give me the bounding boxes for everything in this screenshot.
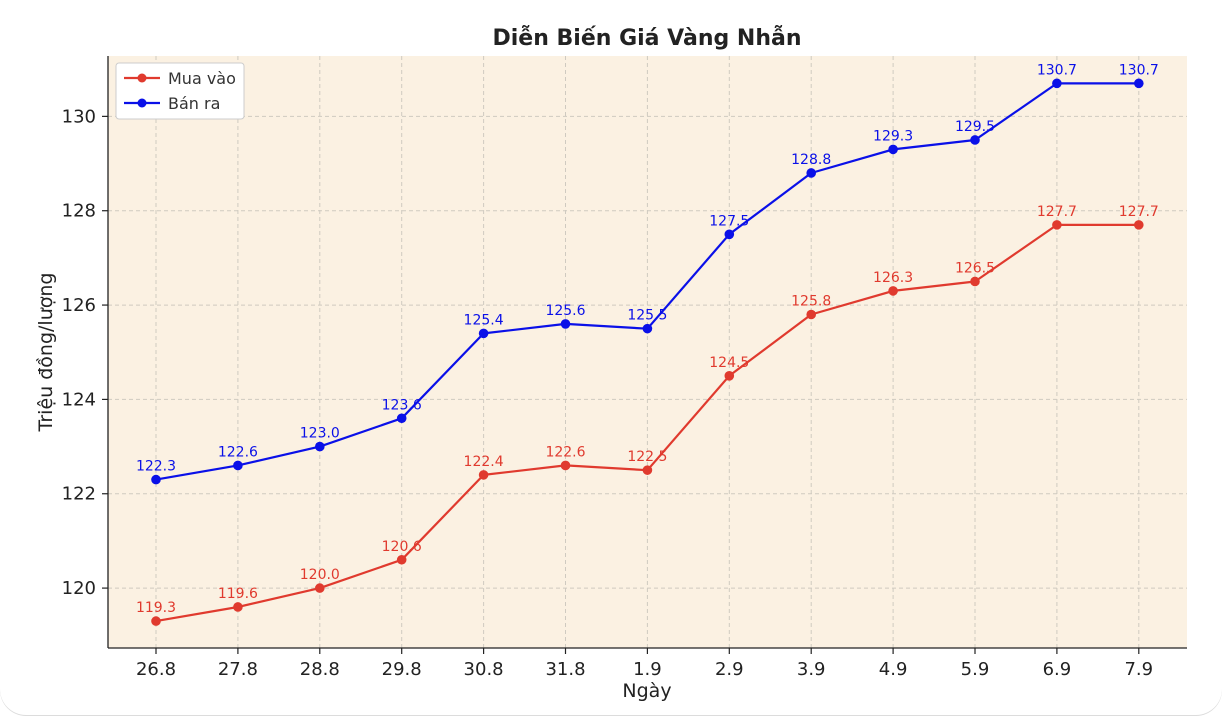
data-label-ban-ra: 130.7 bbox=[1119, 62, 1159, 78]
x-axis-ticks: 26.8 27.8 28.8 29.8 30.8 31.8 1.9 2.9 3.9 4.9 5.9 6… bbox=[136, 648, 1153, 680]
y-tick-label: 126 bbox=[62, 295, 96, 316]
data-label-mua-vao: 127.7 bbox=[1037, 204, 1077, 220]
x-tick-label: 31.8 bbox=[545, 659, 585, 680]
x-tick-label: 26.8 bbox=[136, 659, 176, 680]
data-point-mua-vao bbox=[888, 286, 898, 296]
data-point-mua-vao bbox=[233, 602, 243, 612]
data-label-ban-ra: 122.6 bbox=[218, 444, 258, 460]
data-label-mua-vao: 126.5 bbox=[955, 260, 995, 276]
data-point-ban-ra bbox=[1052, 78, 1062, 89]
data-point-ban-ra bbox=[888, 144, 898, 155]
data-label-mua-vao: 119.6 bbox=[218, 586, 258, 602]
x-tick-label: 5.9 bbox=[961, 659, 990, 680]
data-label-mua-vao: 122.4 bbox=[464, 454, 504, 470]
data-label-ban-ra: 128.8 bbox=[791, 152, 831, 168]
series-ban-ra: 122.3 122.6 123.0 123.6 125.4 125.6 125.5 127.5… bbox=[136, 62, 1159, 485]
y-axis-ticks: 120 122 124 126 128 130 bbox=[62, 106, 108, 599]
x-tick-label: 6.9 bbox=[1043, 659, 1072, 680]
data-point-mua-vao bbox=[151, 616, 161, 626]
chart-title: Diễn Biến Giá Vàng Nhẫn bbox=[492, 26, 801, 51]
data-point-ban-ra bbox=[233, 460, 243, 471]
data-label-ban-ra: 125.6 bbox=[545, 303, 585, 319]
data-label-ban-ra: 125.4 bbox=[464, 312, 504, 328]
x-tick-label: 29.8 bbox=[382, 659, 422, 680]
x-tick-label: 27.8 bbox=[218, 659, 258, 680]
data-label-mua-vao: 126.3 bbox=[873, 270, 913, 286]
legend-marker-ban-ra bbox=[137, 98, 147, 108]
data-point-mua-vao bbox=[478, 470, 489, 480]
y-tick-label: 120 bbox=[62, 578, 96, 599]
y-axis-label: Triệu đồng/lượng bbox=[35, 273, 57, 433]
data-point-ban-ra bbox=[315, 441, 325, 452]
series-mua-vao: 119.3 119.6 120.0 120.6 122.4 122.6 122.5 124.5… bbox=[136, 204, 1159, 626]
x-tick-label: 30.8 bbox=[464, 659, 504, 680]
data-label-mua-vao: 119.3 bbox=[136, 600, 176, 616]
data-label-mua-vao: 125.8 bbox=[791, 293, 831, 309]
x-tick-label: 28.8 bbox=[300, 659, 340, 680]
data-label-ban-ra: 123.6 bbox=[382, 397, 422, 413]
legend-label-ban-ra: Bán ra bbox=[168, 94, 220, 113]
data-label-ban-ra: 130.7 bbox=[1037, 62, 1077, 78]
x-axis-label: Ngày bbox=[622, 680, 671, 702]
legend-marker-mua-vao bbox=[137, 73, 147, 83]
x-tick-label: 4.9 bbox=[879, 659, 908, 680]
data-label-mua-vao: 122.5 bbox=[627, 449, 667, 465]
data-point-mua-vao bbox=[970, 276, 980, 287]
data-label-mua-vao: 127.7 bbox=[1119, 204, 1159, 220]
data-label-mua-vao: 122.6 bbox=[545, 444, 585, 460]
series-layer: 119.3 119.6 120.0 120.6 122.4 122.6 122.5 124.5… bbox=[136, 62, 1159, 626]
grid-lines bbox=[108, 56, 1187, 648]
data-point-ban-ra bbox=[642, 323, 653, 334]
data-label-mua-vao: 124.5 bbox=[709, 355, 749, 371]
data-label-mua-vao: 120.6 bbox=[382, 539, 422, 555]
data-point-mua-vao bbox=[642, 465, 653, 475]
data-point-ban-ra bbox=[724, 229, 735, 240]
data-point-ban-ra bbox=[970, 135, 980, 145]
x-tick-label: 3.9 bbox=[797, 659, 826, 680]
x-tick-label: 2.9 bbox=[715, 659, 744, 680]
data-point-ban-ra bbox=[1134, 78, 1144, 89]
data-point-mua-vao bbox=[315, 583, 325, 593]
data-point-ban-ra bbox=[478, 328, 489, 339]
data-point-mua-vao bbox=[806, 309, 816, 320]
x-tick-label: 7.9 bbox=[1124, 659, 1153, 680]
data-point-mua-vao bbox=[724, 371, 735, 381]
data-label-ban-ra: 122.3 bbox=[136, 459, 176, 475]
data-point-mua-vao bbox=[396, 554, 407, 565]
data-label-mua-vao: 120.0 bbox=[300, 567, 340, 583]
y-tick-label: 128 bbox=[62, 201, 96, 222]
data-point-ban-ra bbox=[396, 413, 407, 424]
y-tick-label: 122 bbox=[62, 484, 96, 505]
legend: Mua vào Bán ra bbox=[115, 62, 245, 120]
y-tick-label: 130 bbox=[62, 106, 96, 127]
data-point-mua-vao bbox=[560, 460, 571, 471]
data-point-ban-ra bbox=[560, 319, 571, 329]
legend-label-mua-vao: Mua vào bbox=[168, 69, 236, 88]
data-label-ban-ra: 125.5 bbox=[627, 308, 667, 324]
data-point-ban-ra bbox=[806, 168, 816, 178]
data-label-ban-ra: 129.3 bbox=[873, 128, 913, 144]
data-point-mua-vao bbox=[1134, 220, 1144, 230]
data-point-mua-vao bbox=[1052, 220, 1062, 230]
data-label-ban-ra: 123.0 bbox=[300, 426, 340, 442]
x-tick-label: 1.9 bbox=[633, 659, 662, 680]
y-tick-label: 124 bbox=[62, 389, 96, 410]
data-label-ban-ra: 129.5 bbox=[955, 119, 995, 135]
data-point-ban-ra bbox=[151, 474, 161, 485]
data-label-ban-ra: 127.5 bbox=[709, 213, 749, 229]
